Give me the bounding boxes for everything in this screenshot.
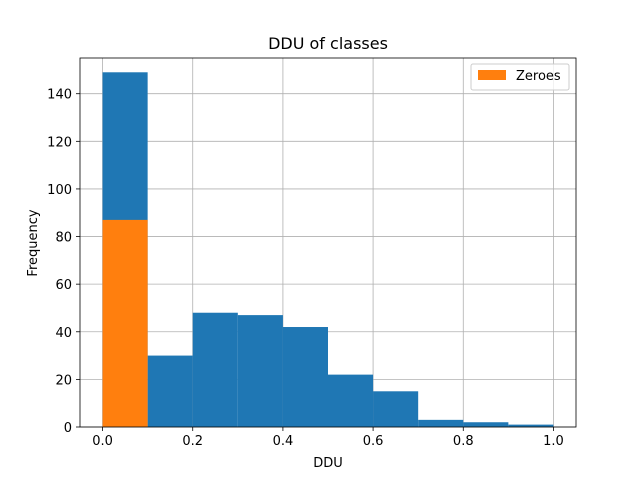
x-tick-label: 0.0 bbox=[92, 434, 113, 449]
x-tick-label: 0.4 bbox=[273, 434, 294, 449]
x-tick-label: 1.0 bbox=[543, 434, 564, 449]
histogram-bars bbox=[102, 72, 554, 427]
bar-all-bin-7 bbox=[418, 419, 464, 427]
bar-zeroes-bin-0 bbox=[102, 219, 148, 427]
chart-title: DDU of classes bbox=[268, 34, 388, 53]
bar-all-bin-4 bbox=[282, 327, 328, 427]
plot-area-frame bbox=[79, 57, 577, 428]
y-tick-label: 120 bbox=[47, 135, 72, 150]
bar-all-bin-9 bbox=[508, 424, 554, 427]
bar-all-bin-1 bbox=[147, 355, 193, 427]
y-tick-label: 100 bbox=[47, 183, 72, 198]
x-tick-label: 0.8 bbox=[453, 434, 474, 449]
y-tick-label: 20 bbox=[55, 373, 72, 388]
axis-ticks: 0.0 0.2 0.4 0.6 0.8 1.0 0 20 40 60 80 100 120 140 bbox=[47, 88, 564, 449]
y-tick-label: 80 bbox=[55, 231, 72, 246]
y-tick-label: 0 bbox=[64, 421, 72, 436]
bar-all-bin-2 bbox=[192, 312, 238, 427]
bar-all-bin-3 bbox=[237, 315, 283, 427]
legend-swatch-zeroes bbox=[478, 70, 506, 80]
x-tick-label: 0.6 bbox=[363, 434, 384, 449]
legend-label-zeroes: Zeroes bbox=[516, 69, 561, 84]
x-tick-label: 0.2 bbox=[182, 434, 203, 449]
legend: Zeroes bbox=[470, 63, 570, 91]
bar-all-bin-5 bbox=[328, 374, 374, 427]
y-tick-label: 140 bbox=[47, 88, 72, 103]
y-tick-label: 40 bbox=[55, 326, 72, 341]
y-axis-title: Frequency bbox=[26, 209, 41, 276]
bar-all-bin-6 bbox=[373, 391, 419, 427]
x-axis-title: DDU bbox=[313, 456, 343, 471]
bar-all-bin-8 bbox=[463, 422, 509, 427]
y-tick-label: 60 bbox=[55, 278, 72, 293]
